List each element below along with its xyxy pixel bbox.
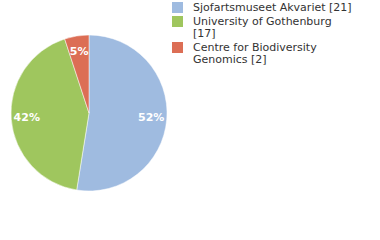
html-text:Sjofartsmuseet Akvariet [21]: Sjofartsmuseet Akvariet [21]	[193, 1, 352, 14]
html-text:University of Gothenburg [17]: University of Gothenburg [17]	[193, 15, 332, 40]
html-text:Centre for Biodiversity Genomi: Centre for Biodiversity Genomics [2]	[193, 41, 317, 66]
svg-text:52%: 52%	[138, 111, 164, 124]
svg-text:5%: 5%	[70, 45, 89, 58]
svg-text:42%: 42%	[14, 111, 40, 124]
